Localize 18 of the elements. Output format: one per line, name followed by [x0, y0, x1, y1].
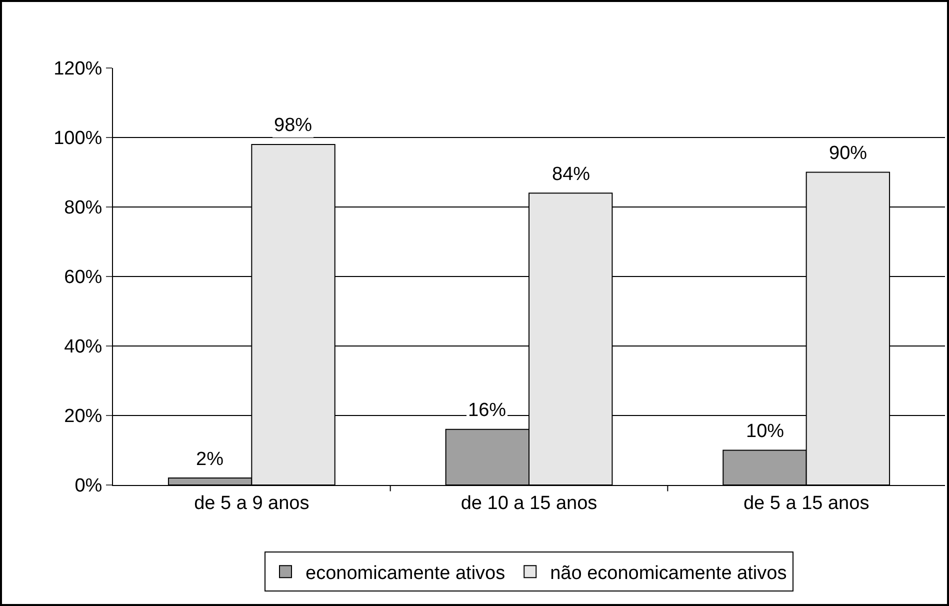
y-tick-label: 80%	[64, 198, 102, 219]
y-tick-label: 40%	[64, 336, 102, 358]
data-label: 16%	[468, 400, 506, 421]
x-tick-label: de 5 a 9 anos	[194, 492, 310, 514]
y-tick-label: 0%	[74, 476, 102, 497]
y-tick-label: 60%	[64, 267, 102, 288]
data-label: 90%	[829, 143, 868, 164]
y-tick-label: 120%	[54, 58, 102, 80]
x-tick-label: de 10 a 15 anos	[460, 492, 598, 514]
data-label: 10%	[746, 421, 784, 442]
data-label: 2%	[196, 449, 224, 470]
x-tick-label: de 5 a 15 anos	[743, 492, 870, 514]
y-tick-label: 20%	[64, 406, 102, 428]
data-label: 84%	[552, 164, 590, 185]
legend-label: economicamente ativos	[306, 562, 506, 584]
y-tick-label: 100%	[54, 128, 102, 150]
legend-label: não economicamente ativos	[550, 562, 787, 584]
data-label: 98%	[274, 115, 312, 136]
